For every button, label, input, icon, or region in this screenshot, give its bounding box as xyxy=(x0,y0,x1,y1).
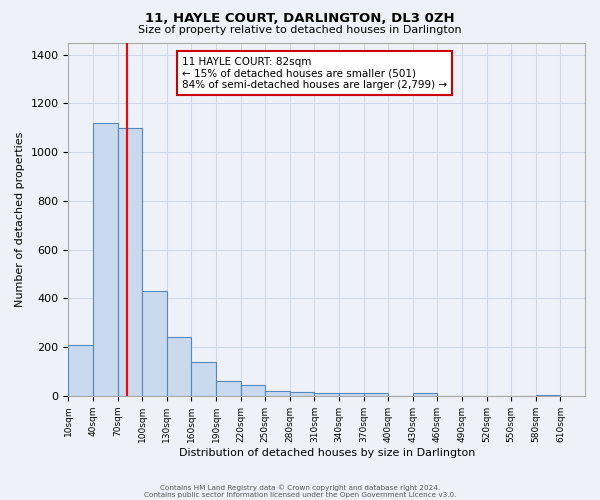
Bar xyxy=(118,128,142,396)
Bar xyxy=(216,381,241,396)
Text: Contains public sector information licensed under the Open Government Licence v3: Contains public sector information licen… xyxy=(144,492,456,498)
Bar xyxy=(339,394,364,396)
Bar xyxy=(68,344,93,396)
Text: Contains HM Land Registry data © Crown copyright and database right 2024.: Contains HM Land Registry data © Crown c… xyxy=(160,484,440,491)
Bar xyxy=(142,291,167,396)
Bar xyxy=(167,338,191,396)
Bar xyxy=(413,394,437,396)
Bar xyxy=(290,392,314,396)
Text: 11, HAYLE COURT, DARLINGTON, DL3 0ZH: 11, HAYLE COURT, DARLINGTON, DL3 0ZH xyxy=(145,12,455,26)
Text: 11 HAYLE COURT: 82sqm
← 15% of detached houses are smaller (501)
84% of semi-det: 11 HAYLE COURT: 82sqm ← 15% of detached … xyxy=(182,56,447,90)
Bar xyxy=(314,394,339,396)
Bar xyxy=(364,394,388,396)
Bar xyxy=(536,394,560,396)
Bar xyxy=(93,123,118,396)
X-axis label: Distribution of detached houses by size in Darlington: Distribution of detached houses by size … xyxy=(179,448,475,458)
Bar xyxy=(191,362,216,396)
Bar xyxy=(241,385,265,396)
Bar xyxy=(265,391,290,396)
Y-axis label: Number of detached properties: Number of detached properties xyxy=(15,132,25,307)
Text: Size of property relative to detached houses in Darlington: Size of property relative to detached ho… xyxy=(138,25,462,35)
